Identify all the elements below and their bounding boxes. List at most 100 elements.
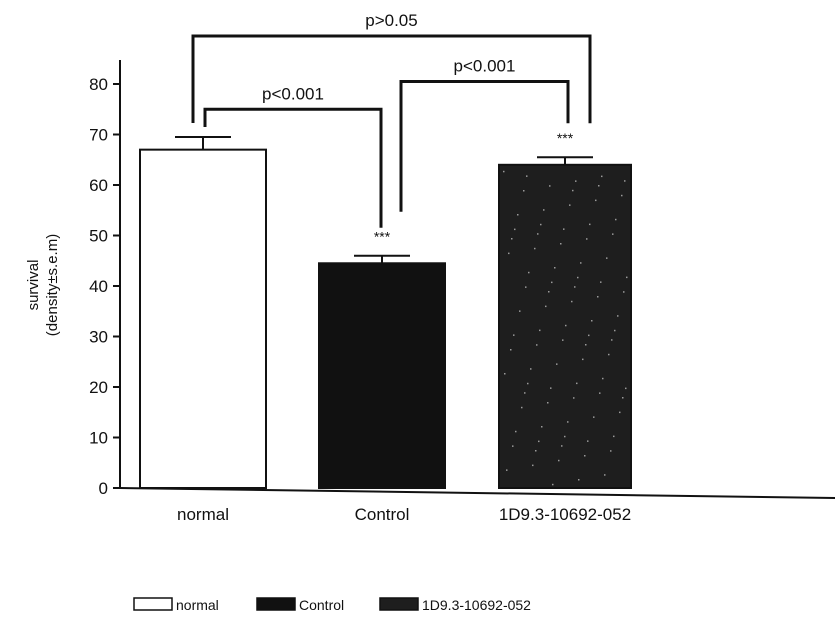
bar-3-speckle bbox=[621, 195, 623, 197]
bar-3-speckle bbox=[600, 281, 602, 283]
bar-3-speckle bbox=[567, 421, 569, 423]
bar-3-speckle bbox=[534, 248, 536, 250]
bar-3-speckle bbox=[588, 335, 590, 337]
bar-3-speckle bbox=[504, 373, 506, 375]
bar-3-speckle bbox=[610, 450, 612, 452]
bar-3-speckle bbox=[558, 460, 560, 462]
bar-3-speckle bbox=[575, 180, 577, 182]
bar-3-speckle bbox=[512, 445, 514, 447]
bar-3-speckle bbox=[551, 282, 553, 284]
bar-3-speckle bbox=[613, 436, 615, 438]
bar-3-speckle bbox=[622, 397, 624, 399]
bar-3-speckle bbox=[554, 267, 556, 269]
legend-label-1: normal bbox=[176, 597, 219, 613]
bar-3-speckle bbox=[625, 388, 627, 390]
bar-3-speckle bbox=[598, 185, 600, 187]
bar-3-speckle bbox=[564, 436, 566, 438]
y-tick-label: 80 bbox=[89, 75, 108, 94]
bar-3-speckle bbox=[604, 474, 606, 476]
bar-3-speckle bbox=[569, 204, 571, 206]
bar-3-speckle bbox=[606, 257, 608, 259]
bar-3-speckle bbox=[611, 339, 613, 341]
bar-3-speckle bbox=[577, 277, 579, 279]
bar-3-speckle bbox=[614, 330, 616, 332]
bar-3-speckle bbox=[510, 349, 512, 351]
bar-3-speckle bbox=[517, 214, 519, 216]
bar-3-speckle bbox=[547, 402, 549, 404]
bar-3-speckle bbox=[578, 479, 580, 481]
bar-3-speckle bbox=[543, 209, 545, 211]
bar-3-speckle bbox=[591, 320, 593, 322]
bar-3-speckle bbox=[552, 484, 554, 486]
bars: normalControl***1D9.3-10692-052*** bbox=[140, 130, 631, 524]
bar-3-speckle bbox=[595, 200, 597, 202]
comparison-label-3: p>0.05 bbox=[365, 11, 417, 30]
bar-3-speckle bbox=[597, 296, 599, 298]
bar-3-speckle bbox=[508, 253, 510, 255]
bar-3-speckle bbox=[576, 383, 578, 385]
bar-3-speckle bbox=[593, 416, 595, 418]
comparison-label-1: p<0.001 bbox=[262, 84, 324, 103]
bar-3-speckle bbox=[538, 441, 540, 443]
bar-3-speckle bbox=[523, 190, 525, 192]
bar-3-speckle bbox=[563, 228, 565, 230]
bar-3-speckle bbox=[626, 277, 628, 279]
legend-swatch-3 bbox=[380, 598, 418, 610]
significance-stars-2: *** bbox=[374, 229, 391, 245]
y-tick-label: 30 bbox=[89, 328, 108, 347]
bar-3-speckle bbox=[511, 238, 513, 240]
bar-3-speckle bbox=[514, 229, 516, 231]
bar-3-speckle bbox=[548, 291, 550, 293]
bar-3-speckle bbox=[503, 171, 505, 173]
bar-3-speckle bbox=[617, 315, 619, 317]
bar-3-speckle bbox=[574, 286, 576, 288]
bar-3-speckle bbox=[589, 224, 591, 226]
bar-3-speckle bbox=[535, 450, 537, 452]
bar-3-speckle bbox=[550, 387, 552, 389]
y-axis-title-line1: survival bbox=[25, 260, 42, 311]
bar-3-speckle bbox=[536, 344, 538, 346]
bar-3-speckle bbox=[521, 407, 523, 409]
bar-3-speckle bbox=[582, 359, 584, 361]
bar-3-speckle bbox=[624, 180, 626, 182]
bar-3-speckle bbox=[530, 368, 532, 370]
legend-swatch-2 bbox=[257, 598, 295, 610]
bar-3-speckle bbox=[562, 339, 564, 341]
bar-3-speckle bbox=[601, 176, 603, 178]
legend: normalControl1D9.3-10692-052 bbox=[134, 597, 531, 613]
legend-label-3: 1D9.3-10692-052 bbox=[422, 597, 531, 613]
bar-3-speckle bbox=[545, 306, 547, 308]
y-tick-label: 0 bbox=[99, 479, 108, 498]
bar-3-speckle bbox=[572, 190, 574, 192]
bar-3-speckle bbox=[599, 392, 601, 394]
bar-3-speckle bbox=[541, 426, 543, 428]
bar-3-speckle bbox=[587, 440, 589, 442]
x-axis-line bbox=[120, 488, 835, 498]
bar-3-speckle bbox=[513, 334, 515, 336]
bar-3-speckle bbox=[580, 262, 582, 264]
bar-1 bbox=[140, 150, 266, 488]
bar-3-speckle bbox=[573, 397, 575, 399]
bar-3-speckle bbox=[565, 325, 567, 327]
bar-3-speckle bbox=[532, 465, 534, 467]
comparison-label-2: p<0.001 bbox=[454, 56, 516, 75]
y-tick-label: 20 bbox=[89, 378, 108, 397]
y-tick-label: 60 bbox=[89, 176, 108, 195]
y-tick-label: 40 bbox=[89, 277, 108, 296]
bar-3-speckle bbox=[561, 445, 563, 447]
y-tick-label: 10 bbox=[89, 429, 108, 448]
bar-3-speckle bbox=[526, 175, 528, 177]
category-label-3: 1D9.3-10692-052 bbox=[499, 505, 631, 524]
bar-3-speckle bbox=[524, 392, 526, 394]
bar-3-speckle bbox=[519, 310, 521, 312]
bar-3-speckle bbox=[560, 243, 562, 245]
bar-3-speckle bbox=[608, 354, 610, 356]
legend-swatch-1 bbox=[134, 598, 172, 610]
bar-3-speckle bbox=[615, 219, 617, 221]
y-axis-title-line2: (density±s.e.m) bbox=[44, 234, 61, 336]
category-label-1: normal bbox=[177, 505, 229, 524]
significance-stars-3: *** bbox=[557, 130, 574, 146]
bar-3-speckle bbox=[556, 363, 558, 365]
bar-3-speckle bbox=[549, 185, 551, 187]
